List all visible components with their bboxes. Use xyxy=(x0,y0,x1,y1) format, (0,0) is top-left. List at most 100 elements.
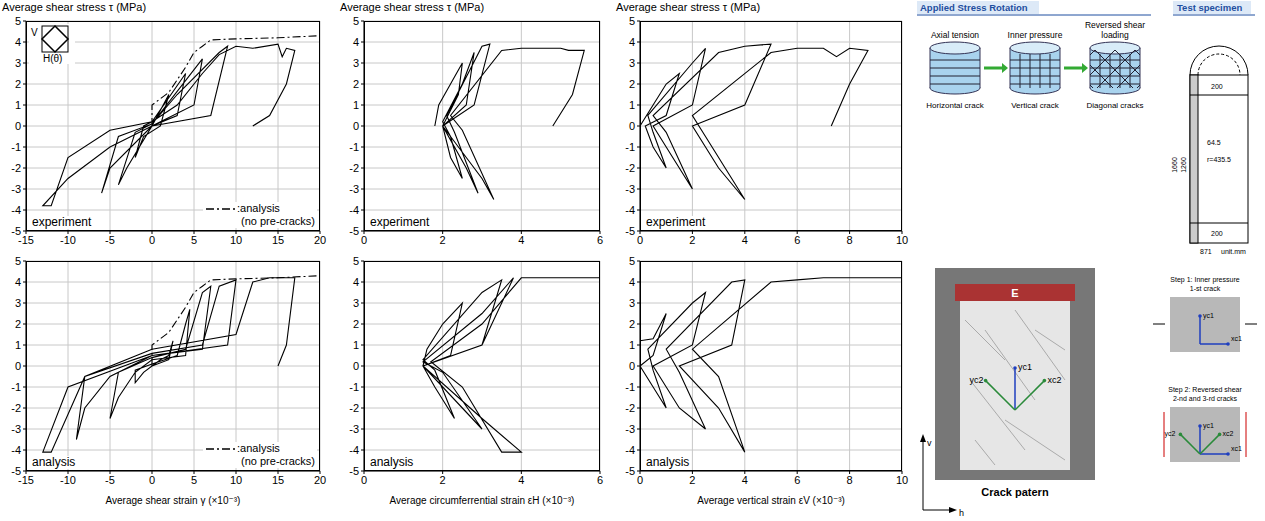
svg-text:-4: -4 xyxy=(625,444,635,456)
svg-text:1: 1 xyxy=(15,339,21,351)
svg-text:-5: -5 xyxy=(625,225,635,237)
svg-text:15: 15 xyxy=(272,234,284,246)
svg-text:0: 0 xyxy=(149,474,155,486)
svg-text:1: 1 xyxy=(353,99,359,111)
svg-text:6: 6 xyxy=(794,474,800,486)
svg-text:0: 0 xyxy=(15,360,21,372)
svg-text:-3: -3 xyxy=(349,183,359,195)
svg-text:2: 2 xyxy=(353,78,359,90)
svg-text:5: 5 xyxy=(15,255,21,267)
svg-text:0: 0 xyxy=(353,120,359,132)
svg-text:20: 20 xyxy=(314,234,326,246)
svg-text:4: 4 xyxy=(353,36,359,48)
svg-text:v: v xyxy=(927,438,932,448)
svg-text:4: 4 xyxy=(629,276,635,288)
svg-text:1260: 1260 xyxy=(1180,157,1187,173)
svg-text:4: 4 xyxy=(353,276,359,288)
svg-text:200: 200 xyxy=(1211,230,1223,237)
svg-text:-3: -3 xyxy=(625,423,635,435)
svg-text:-5: -5 xyxy=(349,465,359,477)
svg-text:yc1: yc1 xyxy=(1018,362,1032,372)
svg-text:0: 0 xyxy=(629,120,635,132)
svg-text:unit.mm: unit.mm xyxy=(1221,248,1246,255)
svg-text:E: E xyxy=(1011,287,1018,299)
svg-text:Horizontal crack: Horizontal crack xyxy=(926,101,984,110)
svg-text:6: 6 xyxy=(794,234,800,246)
svg-text:6: 6 xyxy=(597,234,603,246)
svg-text:4: 4 xyxy=(518,234,524,246)
svg-text:5: 5 xyxy=(191,234,197,246)
svg-text:2: 2 xyxy=(15,78,21,90)
svg-text:-3: -3 xyxy=(11,423,21,435)
svg-text:0: 0 xyxy=(629,360,635,372)
svg-text:Diagonal cracks: Diagonal cracks xyxy=(1087,101,1144,110)
svg-text:0: 0 xyxy=(149,234,155,246)
svg-text:2: 2 xyxy=(15,318,21,330)
svg-text:1: 1 xyxy=(353,339,359,351)
svg-text:2: 2 xyxy=(629,78,635,90)
svg-text:1: 1 xyxy=(629,339,635,351)
svg-text:-1: -1 xyxy=(11,381,21,393)
svg-text:-2: -2 xyxy=(11,162,21,174)
svg-text:0: 0 xyxy=(637,474,643,486)
svg-text:0: 0 xyxy=(361,234,367,246)
svg-text:-4: -4 xyxy=(11,444,21,456)
svg-text:-5: -5 xyxy=(11,225,21,237)
svg-text:10: 10 xyxy=(230,234,242,246)
svg-text:5: 5 xyxy=(191,474,197,486)
svg-text:871: 871 xyxy=(1200,248,1212,255)
svg-text:xc2: xc2 xyxy=(1223,430,1234,437)
svg-text:0: 0 xyxy=(15,120,21,132)
svg-text:-1: -1 xyxy=(11,141,21,153)
svg-text:-5: -5 xyxy=(349,225,359,237)
svg-text:Test specimen: Test specimen xyxy=(1177,2,1242,13)
svg-text:-2: -2 xyxy=(349,402,359,414)
svg-text:0: 0 xyxy=(637,234,643,246)
svg-text:-2: -2 xyxy=(349,162,359,174)
svg-text:2: 2 xyxy=(440,234,446,246)
svg-text:20: 20 xyxy=(314,474,326,486)
svg-text:yc1: yc1 xyxy=(1203,422,1214,430)
svg-text:-1: -1 xyxy=(349,141,359,153)
svg-text:4: 4 xyxy=(15,276,21,288)
svg-text:10: 10 xyxy=(896,474,908,486)
svg-text:-3: -3 xyxy=(349,423,359,435)
svg-text:xc1: xc1 xyxy=(1231,335,1242,342)
svg-text:-2: -2 xyxy=(625,402,635,414)
svg-text:h: h xyxy=(959,508,964,518)
svg-text:-5: -5 xyxy=(625,465,635,477)
svg-text:V: V xyxy=(31,27,38,38)
svg-text:-1: -1 xyxy=(625,381,635,393)
svg-text:-5: -5 xyxy=(105,474,115,486)
svg-text:4: 4 xyxy=(742,234,748,246)
svg-text:Reversed shear: Reversed shear xyxy=(1085,20,1145,30)
svg-text:-10: -10 xyxy=(60,474,76,486)
svg-text:-5: -5 xyxy=(11,465,21,477)
svg-text:Axial tension: Axial tension xyxy=(931,30,979,40)
svg-text:-1: -1 xyxy=(349,381,359,393)
svg-text:10: 10 xyxy=(230,474,242,486)
svg-text:10: 10 xyxy=(896,234,908,246)
svg-text:2: 2 xyxy=(440,474,446,486)
svg-text:3: 3 xyxy=(353,57,359,69)
svg-text:5: 5 xyxy=(629,15,635,27)
svg-text:2: 2 xyxy=(689,234,695,246)
svg-text:3: 3 xyxy=(629,57,635,69)
svg-text:1-st crack: 1-st crack xyxy=(1190,285,1221,292)
svg-text:xc2: xc2 xyxy=(1047,375,1061,385)
svg-text:H(θ): H(θ) xyxy=(43,53,62,64)
svg-text:1: 1 xyxy=(15,99,21,111)
svg-text:0: 0 xyxy=(353,360,359,372)
svg-text:-3: -3 xyxy=(625,183,635,195)
svg-text:2-nd and 3-rd cracks: 2-nd and 3-rd cracks xyxy=(1173,395,1238,402)
svg-text:2: 2 xyxy=(629,318,635,330)
svg-text:Step 2: Reversed shear: Step 2: Reversed shear xyxy=(1168,386,1242,394)
svg-text:yc1: yc1 xyxy=(1203,312,1214,320)
svg-text:xc1: xc1 xyxy=(1231,445,1242,452)
svg-text:4: 4 xyxy=(742,474,748,486)
svg-text:yc2: yc2 xyxy=(970,375,984,385)
svg-text:Step 1: Inner pressure: Step 1: Inner pressure xyxy=(1170,276,1239,284)
svg-text:-4: -4 xyxy=(11,204,21,216)
svg-text:6: 6 xyxy=(597,474,603,486)
svg-text:Vertical crack: Vertical crack xyxy=(1011,101,1060,110)
